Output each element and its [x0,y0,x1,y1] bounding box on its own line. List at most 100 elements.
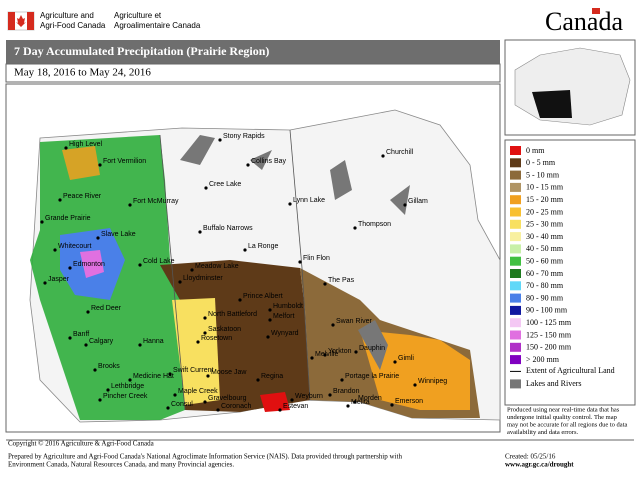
city-dot [331,323,335,327]
legend-swatch [510,318,521,328]
city-label: Portage la Prairie [345,373,399,380]
city-label: Brandon [333,388,360,395]
city-label: Moose Jaw [211,369,247,376]
legend-swatch [510,232,521,242]
legend-swatch [510,281,521,291]
city-dot [266,335,270,339]
inset-canada [514,47,631,126]
city-dot [340,378,344,382]
city-label: Swan River [336,318,372,325]
city-label: Banff [73,331,89,338]
city-label: Consul [171,401,193,408]
legend-swatch [510,170,521,180]
legend-label: > 200 mm [526,355,560,364]
city-dot [243,248,247,252]
city-dot [168,372,172,376]
legend-label: 30 - 40 mm [526,232,564,241]
legend-label: 125 - 150 mm [526,330,572,339]
city-dot [93,368,97,372]
city-label: Yorkton [328,348,352,355]
legend-label: 40 - 50 mm [526,244,564,253]
wordmark-flag [592,8,600,14]
lakes [180,135,410,370]
dept-en-1: Agriculture and [40,11,94,20]
city-dot [106,388,110,392]
city-dot [190,268,194,272]
city-dot [43,281,47,285]
city-dot [196,340,200,344]
prepared-2: Environment Canada, Natural Resources Ca… [8,461,234,469]
city-label: Stony Rapids [223,133,265,140]
city-label: Swift Current [173,367,214,374]
city-label: Churchill [386,149,414,156]
legend-swatch [510,342,521,352]
city-dot [68,336,72,340]
legend-label: 90 - 100 mm [526,306,568,315]
city-label: Melita [351,399,370,406]
dept-fr-1: Agriculture et [114,11,162,20]
city-dot [290,398,294,402]
legend-label: 20 - 25 mm [526,207,564,216]
city-dot [203,331,207,335]
legend-swatch [510,256,521,266]
city-label: Melfort [273,313,294,320]
city-dot [86,310,90,314]
city-label: Winnipeg [418,378,447,385]
city-label: Thompson [358,221,391,228]
city-label: Gillam [408,198,428,205]
city-dot [310,356,314,360]
legend-label: Lakes and Rivers [526,379,582,388]
city-dot [323,353,327,357]
date-bar [5,63,501,83]
city-label: Morden [358,395,382,402]
city-dot [40,220,44,224]
city-dot [58,198,62,202]
city-label: La Ronge [248,243,278,250]
legend-swatch [510,146,521,155]
legend-label: 100 - 125 mm [526,318,572,327]
city-dot [206,374,210,378]
city-label: Emerson [395,398,423,405]
city-label: Flin Flon [303,255,330,262]
city-dot [390,403,394,407]
city-dot [204,186,208,190]
city-label: Peace River [63,193,102,200]
title-bar [6,40,500,64]
city-label: Edmonton [73,261,105,268]
city-label: Gimli [398,355,414,362]
city-dot [246,163,250,167]
city-label: Melville [315,351,338,358]
city-label: Medicine Hat [133,373,174,380]
city-label: Red Deer [91,305,122,312]
city-label: Wynyard [271,330,299,337]
city-dot [278,408,282,412]
prepared-1: Prepared by Agriculture and Agri-Food Ca… [8,453,402,461]
city-dot [173,393,177,397]
map [29,109,501,423]
city-dot [268,308,272,312]
city-dot [218,138,222,142]
title: 7 Day Accumulated Precipitation (Prairie… [14,44,269,58]
legend-label: 50 - 60 mm [526,257,564,266]
legend-label: Extent of Agricultural Land [526,366,615,375]
city-dot [346,404,350,408]
legend-swatch [510,379,521,389]
legend-swatch [510,182,521,192]
legend-label: 25 - 30 mm [526,220,564,229]
city-dot [353,226,357,230]
city-dot [128,378,132,382]
created: Created: 05/25/16 [505,453,556,461]
city-dot [323,282,327,286]
legend-label: 5 - 10 mm [526,170,560,179]
city-dot [198,230,202,234]
city-dot [84,343,88,347]
legend-label: 0 mm [526,146,545,155]
city-label: Cold Lake [143,258,175,265]
city-dot [381,154,385,158]
legend-label: 70 - 80 mm [526,281,564,290]
legend-swatch [510,330,521,340]
city-label: Jasper [48,276,70,283]
inset-prairies [532,90,572,118]
province-borders [159,129,311,411]
city-label: Cree Lake [209,181,241,188]
